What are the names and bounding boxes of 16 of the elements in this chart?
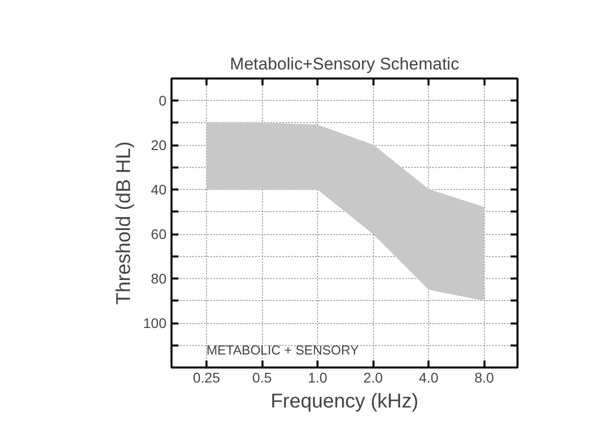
y-tick-label: 60 — [150, 226, 167, 242]
y-tick-label: 40 — [150, 182, 167, 198]
y-tick-label: 0 — [158, 92, 167, 109]
y-tick-label: 20 — [150, 137, 167, 154]
y-tick-label: 80 — [150, 270, 167, 287]
x-tick-label: 2.0 — [363, 370, 384, 386]
annotation: METABOLIC + SENSORY — [206, 342, 360, 358]
x-tick-label: 8.0 — [474, 370, 494, 386]
x-tick-label: 4.0 — [418, 370, 439, 386]
x-axis-title: Frequency (kHz) — [270, 390, 418, 412]
chart-title: Metabolic+Sensory Schematic — [230, 54, 460, 74]
x-tick-label: 0.5 — [252, 370, 272, 386]
y-tick-label: 100 — [143, 315, 167, 332]
x-tick-label: 1.0 — [308, 370, 328, 386]
x-tick-label: 0.25 — [192, 370, 220, 386]
y-axis-title: Threshold (dB HL) — [113, 141, 136, 305]
